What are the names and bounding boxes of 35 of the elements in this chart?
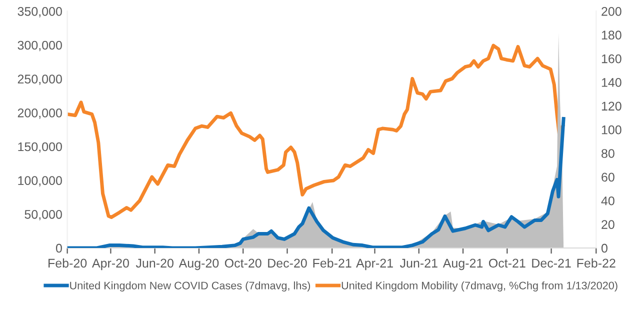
x-tick-label: Feb-21 [313,258,352,268]
x-tick-label: Aug-20 [178,258,219,270]
y2-tick-label: 20 [602,220,614,229]
y2-tick-label: 140 [602,78,622,87]
y-tick-label: 250,000 [18,74,62,85]
x-tick-label: Feb-22 [577,258,616,268]
x-tick-label: Oct-21 [488,258,526,268]
y-tick-label: 300,000 [18,40,62,52]
y2-tick-label: 180 [602,30,622,40]
x-tick-label: Apr-20 [92,258,129,270]
y2-tick-label: 80 [602,149,614,158]
y2-tick-label: 60 [602,172,614,182]
x-tick-label: Jun-20 [136,258,174,268]
y2-tick-label: 40 [601,196,614,206]
x-tick-label: Dec-20 [268,258,307,268]
x-tick-label: Feb-20 [48,258,87,268]
x-tick-label: Aug-21 [442,258,483,270]
y-tick-label: 150,000 [18,142,62,153]
y-tick-label: 50,000 [24,210,62,220]
x-tick-label: Dec-21 [532,258,571,268]
x-tick-label: Oct-20 [224,258,262,268]
y-tick-label: 350,000 [18,7,62,18]
y2-tick-label: 100 [602,125,622,134]
y2-tick-label: 120 [602,102,622,111]
y2-tick-label: 160 [602,54,622,64]
line-series [67,117,566,248]
legend-label: United Kingdom Mobility (7dmavg, %Chg from 1/13/2020) [342,281,618,292]
y2-tick-label: 0 [601,244,608,253]
x-tick-label: Jun-21 [400,258,438,268]
y-tick-label: 0 [56,244,62,253]
x-tick-label: Apr-21 [356,258,393,270]
y-tick-label: 200,000 [18,108,62,119]
legend-label: United Kingdom New COVID Cases (7dmavg, lhs) [70,281,310,292]
y-tick-label: 100,000 [18,176,62,186]
y2-tick-label: 200 [602,7,622,16]
